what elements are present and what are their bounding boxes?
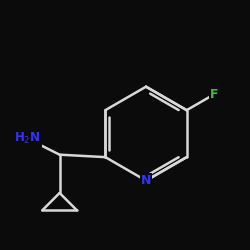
Text: H$_2$N: H$_2$N bbox=[14, 131, 41, 146]
Text: N: N bbox=[141, 174, 151, 187]
Text: F: F bbox=[210, 88, 219, 101]
